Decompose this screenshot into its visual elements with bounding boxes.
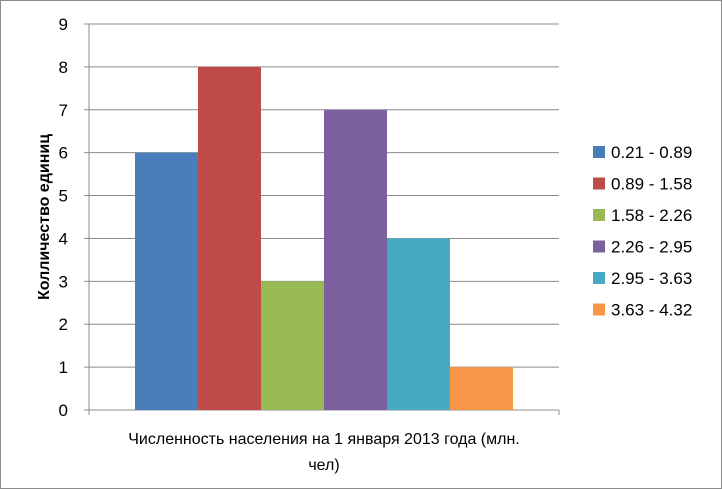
y-tick-label: 8 [59, 58, 68, 77]
legend-swatch-4 [593, 240, 605, 253]
y-tick-label: 1 [59, 358, 68, 377]
x-axis-title-line-1: Численность населения на 1 января 2013 г… [128, 431, 520, 448]
y-tick-label: 2 [59, 315, 68, 334]
legend-label-4: 2.26 - 2.95 [611, 238, 692, 257]
bar-series-6 [450, 367, 513, 410]
legend-label-5: 2.95 - 3.63 [611, 269, 692, 288]
y-tick-label: 7 [59, 101, 68, 120]
legend-label-3: 1.58 - 2.26 [611, 206, 692, 225]
y-tick-label: 6 [59, 144, 68, 163]
bar-series-3 [261, 281, 324, 410]
legend-swatch-5 [593, 272, 605, 284]
y-tick-label: 0 [59, 401, 68, 420]
legend-swatch-1 [593, 146, 605, 158]
legend-label-6: 3.63 - 4.32 [611, 301, 692, 320]
bar-series-4 [324, 109, 387, 411]
legend-swatch-3 [593, 209, 605, 221]
y-tick-label: 5 [59, 187, 68, 206]
bar-series-2 [198, 66, 261, 410]
legend-swatch-2 [593, 177, 605, 190]
legend-label-2: 0.89 - 1.58 [611, 175, 692, 194]
legend-swatch-6 [593, 303, 605, 316]
bar-series-5 [387, 238, 450, 410]
legend-label-1: 0.21 - 0.89 [611, 143, 692, 162]
y-tick-label: 4 [59, 229, 68, 248]
x-axis-title-line-2: чел) [308, 457, 339, 474]
y-tick-label: 3 [59, 272, 68, 291]
y-tick-label: 9 [59, 15, 68, 34]
bar-series-1 [135, 152, 198, 410]
y-axis-title: Колличество единиц [36, 134, 53, 300]
